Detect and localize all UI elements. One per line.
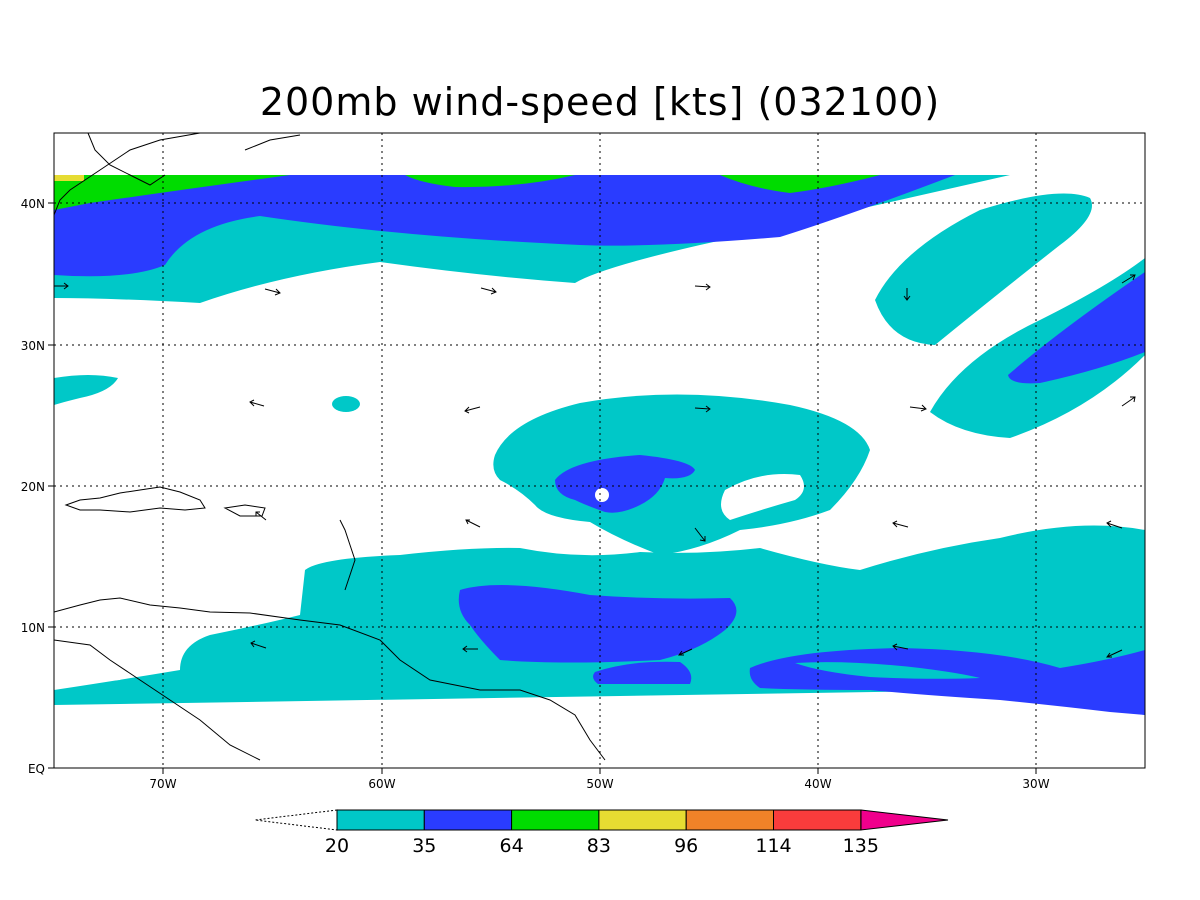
colorbar-box — [598, 809, 687, 831]
colorbar-label: 83 — [587, 835, 611, 857]
gridlines — [54, 133, 1145, 768]
cyan-region-island-small — [332, 396, 360, 412]
wind-vectors — [54, 274, 1136, 658]
colorbar-label: 96 — [674, 835, 698, 857]
lon-label: 60W — [368, 777, 395, 791]
wind-arrow — [255, 511, 267, 521]
colorbar-box — [423, 809, 513, 831]
lon-label: 70W — [149, 777, 176, 791]
colorbar-box — [336, 809, 425, 831]
coastlines — [54, 133, 606, 761]
colorbar-label: 135 — [843, 835, 879, 857]
colorbar-right-triangle — [860, 809, 949, 831]
wind-arrow — [464, 406, 481, 414]
colorbar-label: 20 — [325, 835, 349, 857]
wind-arrow — [892, 643, 909, 651]
blue-region-north-jet — [54, 175, 955, 277]
coastline-cuba-hispaniola — [64, 486, 206, 513]
coastline-lesser-antilles — [339, 519, 356, 591]
colorbar-box — [511, 809, 600, 831]
wind-arrow — [694, 405, 711, 413]
colorbar-label: 114 — [755, 835, 791, 857]
wind-arrow — [1121, 396, 1136, 407]
wind-arrow — [465, 519, 481, 528]
lat-labels: 40N 30N 20N 10N EQ — [21, 197, 45, 776]
colorbar-box — [685, 809, 775, 831]
wind-arrow — [249, 399, 265, 407]
cyan-region-west-small — [54, 375, 118, 405]
coastline-north-america — [54, 133, 301, 216]
wind-arrow — [54, 282, 69, 290]
blue-region-central — [555, 455, 695, 513]
coastline-puerto-rico — [223, 504, 266, 517]
colorbar-left-triangle — [254, 809, 338, 831]
wind-arrow — [1106, 520, 1123, 529]
wind-arrow — [694, 283, 711, 291]
white-pocket-central — [721, 474, 804, 520]
blue-region-south-central — [458, 585, 737, 663]
map-title: 200mb wind-speed [kts] (032100) — [259, 80, 941, 124]
colorbar-label: 64 — [500, 835, 524, 857]
colorbar-label: 35 — [412, 835, 436, 857]
blue-region-south-tail — [593, 661, 692, 684]
coastline-south-america — [54, 597, 606, 761]
green-region-north-east — [720, 175, 880, 193]
blue-region-east-jet — [1008, 272, 1145, 384]
lat-label: 30N — [21, 339, 45, 353]
wind-arrow — [462, 645, 478, 653]
cyan-region-northeast-streak — [875, 193, 1092, 345]
wind-arrow — [694, 527, 706, 542]
lat-label: 20N — [21, 480, 45, 494]
colorbar-box — [773, 809, 862, 831]
tick-marks — [48, 202, 1037, 774]
wind-arrow — [909, 404, 927, 412]
green-region-north-mid — [405, 175, 575, 188]
yellow-region-north — [54, 175, 84, 181]
lon-labels: 70W 60W 50W 40W 30W — [149, 777, 1049, 791]
cyan-region-east-jet — [930, 258, 1145, 438]
wind-arrow — [1121, 274, 1136, 284]
wind-arrow — [678, 648, 693, 656]
wind-arrow — [250, 640, 267, 649]
wind-arrow — [903, 288, 911, 301]
wind-arrow — [1106, 649, 1123, 658]
lat-label: 40N — [21, 197, 45, 211]
lon-label: 30W — [1022, 777, 1049, 791]
colorbar: 20 35 64 83 96 114 135 — [254, 809, 949, 857]
lat-label: EQ — [28, 762, 45, 776]
white-region-southwest — [54, 625, 170, 685]
lon-label: 50W — [586, 777, 613, 791]
wind-arrow — [480, 287, 497, 295]
wind-arrow — [264, 288, 281, 296]
lat-label: 10N — [21, 621, 45, 635]
wind-arrow — [892, 520, 909, 528]
white-eye — [595, 488, 609, 502]
green-region-north — [54, 175, 290, 210]
cyan-streak-southeast — [795, 662, 980, 679]
lon-label: 40W — [804, 777, 831, 791]
